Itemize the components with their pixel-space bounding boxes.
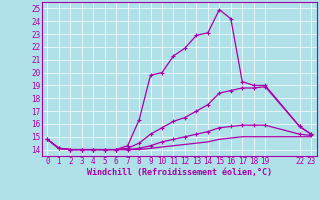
X-axis label: Windchill (Refroidissement éolien,°C): Windchill (Refroidissement éolien,°C) bbox=[87, 168, 272, 177]
